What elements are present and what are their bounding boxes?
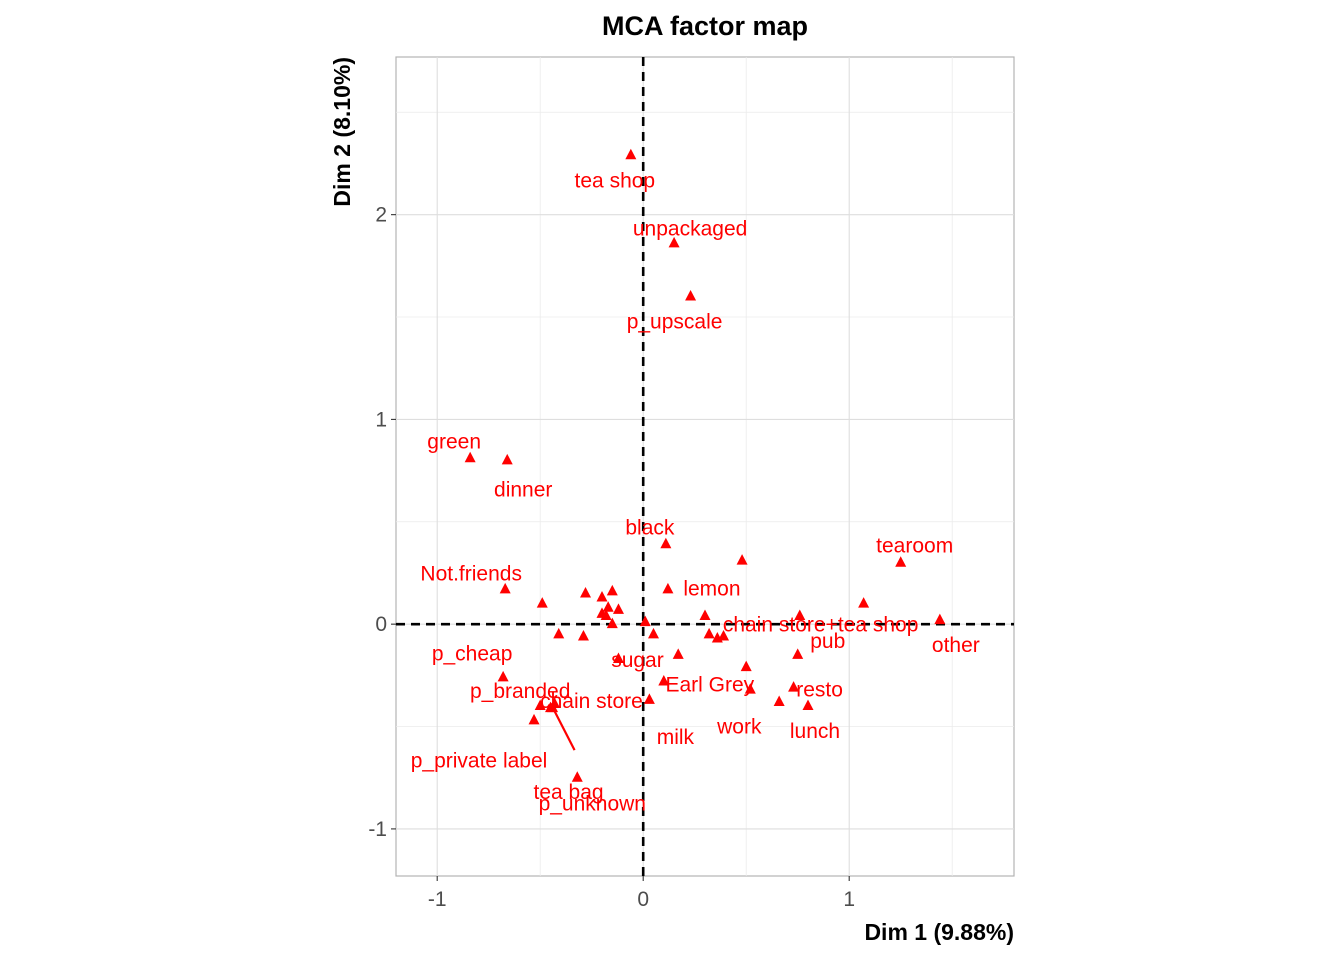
axis-ticks: -1 0 1 -1 0 1 2 (368, 204, 855, 911)
triangle-marker (895, 556, 907, 567)
label-leader-line (553, 710, 576, 751)
triangle-marker (464, 451, 476, 463)
triangle-marker (934, 613, 946, 625)
triangle-marker (672, 648, 684, 659)
point-label: Not.friends (420, 562, 522, 585)
triangle-marker (501, 453, 513, 465)
triangle-marker (703, 627, 715, 639)
triangle-marker (596, 591, 608, 602)
point-label: lunch (790, 720, 840, 743)
y-tick-label: 2 (375, 204, 387, 227)
triangle-marker (534, 699, 546, 711)
triangle-marker (606, 584, 618, 596)
y-tick-label: -1 (368, 818, 387, 841)
triangle-marker (547, 701, 559, 713)
triangle-marker (577, 629, 589, 641)
triangle-marker (553, 627, 565, 639)
point-label: resto (796, 679, 843, 702)
reference-lines (396, 57, 1014, 876)
triangle-marker (596, 607, 608, 618)
triangle-marker (499, 582, 511, 594)
point-label: tearoom (876, 535, 953, 558)
point-label: green (427, 430, 481, 453)
y-tick-label: 1 (375, 408, 387, 431)
triangle-marker (612, 652, 624, 663)
triangle-marker (699, 609, 711, 620)
point-label: Earl Grey (665, 673, 754, 696)
triangle-marker (625, 148, 637, 160)
triangle-marker (858, 597, 870, 608)
chart-title: MCA factor map (602, 11, 808, 41)
x-tick-label: 0 (637, 888, 649, 911)
triangle-marker (773, 695, 785, 706)
y-axis-title: Dim 2 (8.10%) (329, 57, 355, 207)
triangle-marker (643, 693, 655, 704)
triangle-marker (802, 699, 814, 711)
point-label: black (625, 516, 675, 539)
point-label: p_branded (470, 680, 570, 703)
point-label: other (932, 634, 980, 657)
triangle-marker (658, 674, 670, 686)
point-label: chain store+tea shop (723, 614, 919, 637)
plot-panel (395, 56, 1015, 877)
triangle-marker (606, 617, 618, 629)
x-tick-label: -1 (428, 888, 447, 911)
triangle-marker (571, 771, 583, 782)
point-label: chain store (540, 690, 643, 713)
triangle-marker (744, 683, 756, 694)
point-label: work (716, 716, 762, 739)
triangle-marker (740, 660, 752, 672)
triangle-marker (580, 586, 592, 598)
point-label: tea bag (534, 781, 604, 804)
triangle-marker (668, 236, 680, 248)
triangle-marker (639, 615, 651, 627)
point-label: dinner (494, 478, 552, 501)
triangle-marker (612, 603, 624, 614)
triangle-marker (497, 670, 509, 682)
data-points (464, 148, 946, 782)
triangle-marker (736, 554, 748, 565)
triangle-marker (792, 648, 804, 659)
triangle-marker (660, 537, 672, 549)
triangle-marker (662, 582, 674, 594)
triangle-marker (528, 713, 540, 725)
triangle-marker (718, 629, 730, 641)
point-label: p_upscale (627, 311, 723, 334)
triangle-marker (602, 601, 614, 612)
point-label: p_private label (411, 749, 548, 772)
triangle-marker (788, 681, 800, 692)
point-label: unpackaged (633, 217, 747, 240)
point-label: lemon (683, 577, 740, 600)
triangle-marker (685, 290, 697, 301)
triangle-marker (648, 627, 659, 639)
point-label: tea shop (575, 169, 656, 192)
point-label: sugar (611, 649, 664, 672)
point-label: p_unknown (539, 793, 646, 816)
y-tick-label: 0 (375, 613, 387, 636)
x-tick-label: 1 (843, 888, 855, 911)
point-label: p_cheap (432, 642, 513, 665)
x-axis-title: Dim 1 (9.88%) (864, 919, 1014, 945)
point-label: milk (657, 726, 695, 749)
triangle-marker (794, 609, 806, 620)
triangle-marker (536, 597, 548, 608)
point-label: pub (810, 630, 845, 653)
